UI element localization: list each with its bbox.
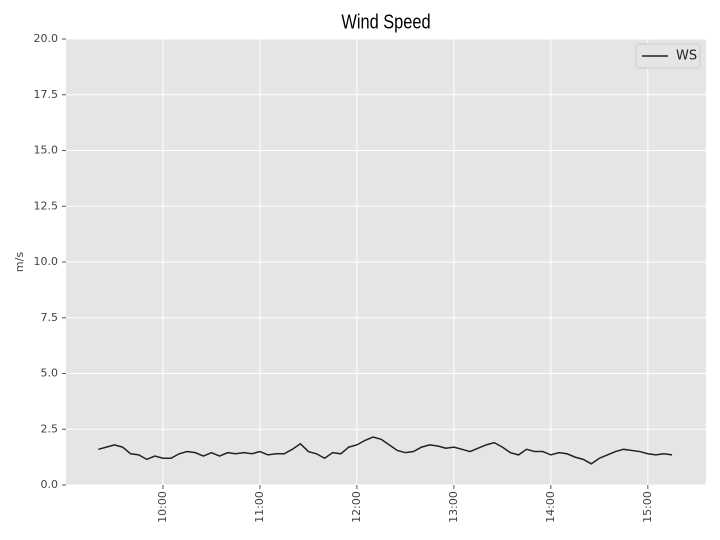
y-tick-label: 5.0: [41, 367, 59, 380]
y-tick-label: 17.5: [34, 88, 59, 101]
y-tick-label: 10.0: [34, 255, 59, 268]
x-tick-label: 14:00: [544, 491, 557, 523]
y-tick-label: 2.5: [41, 422, 59, 435]
y-axis-label: m/s: [13, 252, 26, 272]
x-tick-label: 13:00: [447, 491, 460, 523]
chart-title: Wind Speed: [341, 10, 430, 33]
x-tick-label: 10:00: [156, 491, 169, 523]
grid: [66, 38, 706, 486]
y-tick-label: 7.5: [41, 311, 59, 324]
legend-label: WS: [676, 49, 697, 64]
legend: WS: [635, 43, 701, 69]
y-tick-label: 0.0: [41, 478, 59, 491]
y-tick-label: 20.0: [34, 32, 59, 45]
line: [98, 436, 673, 465]
y-tick-label: 12.5: [34, 199, 59, 212]
marks: [98, 436, 673, 465]
x-tick-label: 15:00: [641, 491, 654, 523]
x-tick-label: 12:00: [350, 491, 363, 523]
x-tick-label: 11:00: [253, 491, 266, 523]
y-tick-label: 15.0: [34, 144, 59, 157]
